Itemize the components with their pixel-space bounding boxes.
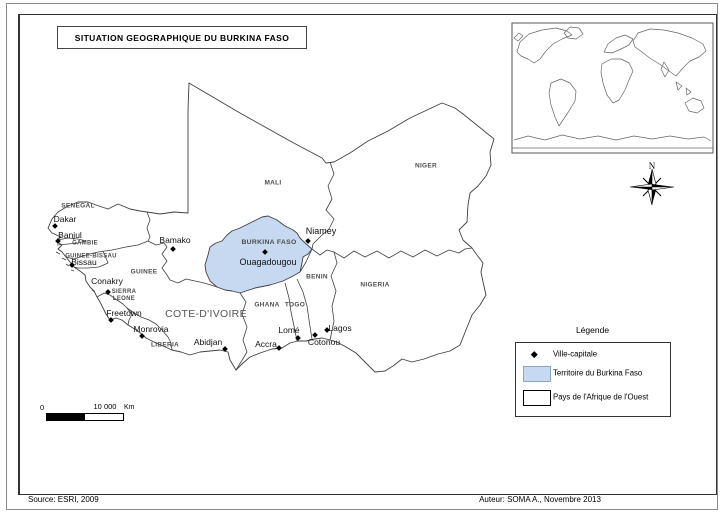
capital-city-symbol	[531, 351, 538, 358]
scale-unit-label: Km	[124, 404, 135, 411]
city-label-niamey: Niamey	[305, 226, 337, 236]
scale-zero-label: 0	[40, 403, 45, 412]
border-senegal-south	[65, 240, 149, 260]
city-label-freetown: Freetown	[106, 308, 142, 318]
country-borders	[55, 161, 473, 371]
country-label-nigeria: NIGERIA	[360, 281, 390, 289]
country-label-senegal: SENEGAL	[61, 202, 95, 210]
world-inset-frame	[511, 22, 714, 154]
city-label-accra: Accra	[255, 339, 277, 349]
compass-north-label: N	[648, 161, 656, 171]
border-cotedivoire-ghana	[235, 292, 248, 371]
city-label-monrovia: Monrovia	[133, 324, 169, 334]
compass-east-bottom	[651, 186, 675, 191]
world-africa	[600, 58, 634, 104]
country-label-togo: TOGO	[284, 301, 306, 309]
city-label-dakar: Dakar	[53, 214, 77, 224]
border-mali-cotedivoire	[169, 278, 218, 288]
border-mali-niger	[311, 161, 335, 250]
border-guinea-bissau	[73, 250, 109, 269]
border-senegal-mali	[146, 211, 151, 242]
west-africa-country-swatch	[523, 390, 551, 406]
world-south-america	[548, 78, 577, 127]
world-north-america	[516, 27, 573, 64]
country-label-niger: NIGER	[414, 162, 438, 170]
legend-item-burkina: Territoire du Burkina Faso	[553, 368, 643, 378]
city-label-ouagadougou: Ouagadougou	[239, 257, 297, 267]
world-asia	[632, 28, 707, 77]
compass-north-left	[648, 169, 652, 187]
border-gambia-south	[56, 240, 87, 246]
world-greenland	[563, 26, 584, 40]
border-gambia-north	[57, 237, 87, 242]
burkina-faso-territory	[204, 215, 313, 294]
country-label-guinee: GUINEE	[130, 268, 158, 276]
scale-bar-white-segment	[84, 413, 124, 421]
map-title-box: SITUATION GEOGRAPHIQUE DU BURKINA FASO	[57, 26, 307, 49]
border-benin-nigeria	[329, 251, 338, 341]
coastal-islands	[55, 251, 96, 293]
scale-bar-black-segment	[46, 413, 86, 421]
border-ghana-togo	[284, 282, 298, 342]
city-label-lome: Lomé	[278, 325, 300, 335]
compass-diagonals	[642, 177, 662, 197]
city-label-cotonou: Cotonou	[307, 337, 341, 347]
border-benin-niger	[299, 248, 335, 273]
source-text: Source: ESRI, 2009	[28, 495, 99, 504]
compass-south-right	[652, 187, 656, 205]
country-label-sierra-leone: SIERRA LEONE	[111, 289, 137, 302]
country-label-benin: BENIN	[306, 273, 328, 281]
world-europe	[603, 34, 634, 54]
world-australia	[684, 97, 705, 114]
border-guinea-mali	[147, 240, 168, 248]
legend-item-capital: Ville-capitale	[553, 349, 598, 359]
border-liberia-cotedivoire	[161, 329, 173, 351]
legend-item-west-africa: Pays de l'Afrique de l'Ouest	[553, 392, 649, 402]
border-niger-nigeria	[333, 247, 473, 259]
burkina-territory-swatch	[523, 366, 551, 382]
scale-max-label: 10 000	[93, 402, 117, 411]
country-label-mali: MALI	[264, 179, 282, 187]
legend-box: Ville-capitale Territoire du Burkina Fas…	[515, 342, 671, 417]
world-seasia-islands	[675, 81, 692, 96]
world-alaska	[513, 32, 524, 42]
border-sierraleone-liberia	[126, 307, 133, 326]
country-label-gambie: GAMBIE	[72, 240, 98, 247]
border-guinea-cotedivoire	[161, 246, 171, 281]
compass-rose	[629, 168, 675, 206]
city-label-conakry: Conakry	[91, 276, 123, 286]
country-label-cote-d-ivoire: COTE-D'IVOIRE	[165, 307, 247, 320]
compass-west-bottom	[630, 187, 652, 190]
city-label-abidjan: Abidjan	[193, 337, 223, 347]
world-antarctica	[513, 134, 712, 142]
map-title: SITUATION GEOGRAPHIQUE DU BURKINA FASO	[74, 32, 290, 43]
country-label-guinee-bissau: GUINEE-BISSAU	[65, 253, 117, 260]
author-text: Auteur: SOMA A., Novembre 2013	[479, 495, 601, 504]
country-label-ghana: GHANA	[254, 301, 280, 309]
page-border	[6, 3, 718, 510]
city-label-bamako: Bamako	[159, 235, 191, 245]
world-inset-map	[511, 22, 714, 154]
compass-east-top	[652, 184, 674, 187]
country-label-burkina-faso: BURKINA FASO	[241, 239, 297, 247]
country-label-liberia: LIBERIA	[150, 341, 180, 349]
compass-west-top	[629, 183, 653, 188]
city-label-bissau: Bissau	[71, 257, 97, 267]
legend-title: Légende	[575, 325, 610, 335]
city-label-banjul: Banjul	[58, 230, 82, 240]
border-togo-benin	[296, 278, 313, 340]
world-india	[660, 61, 670, 78]
city-label-lagos: Lagos	[328, 323, 352, 333]
